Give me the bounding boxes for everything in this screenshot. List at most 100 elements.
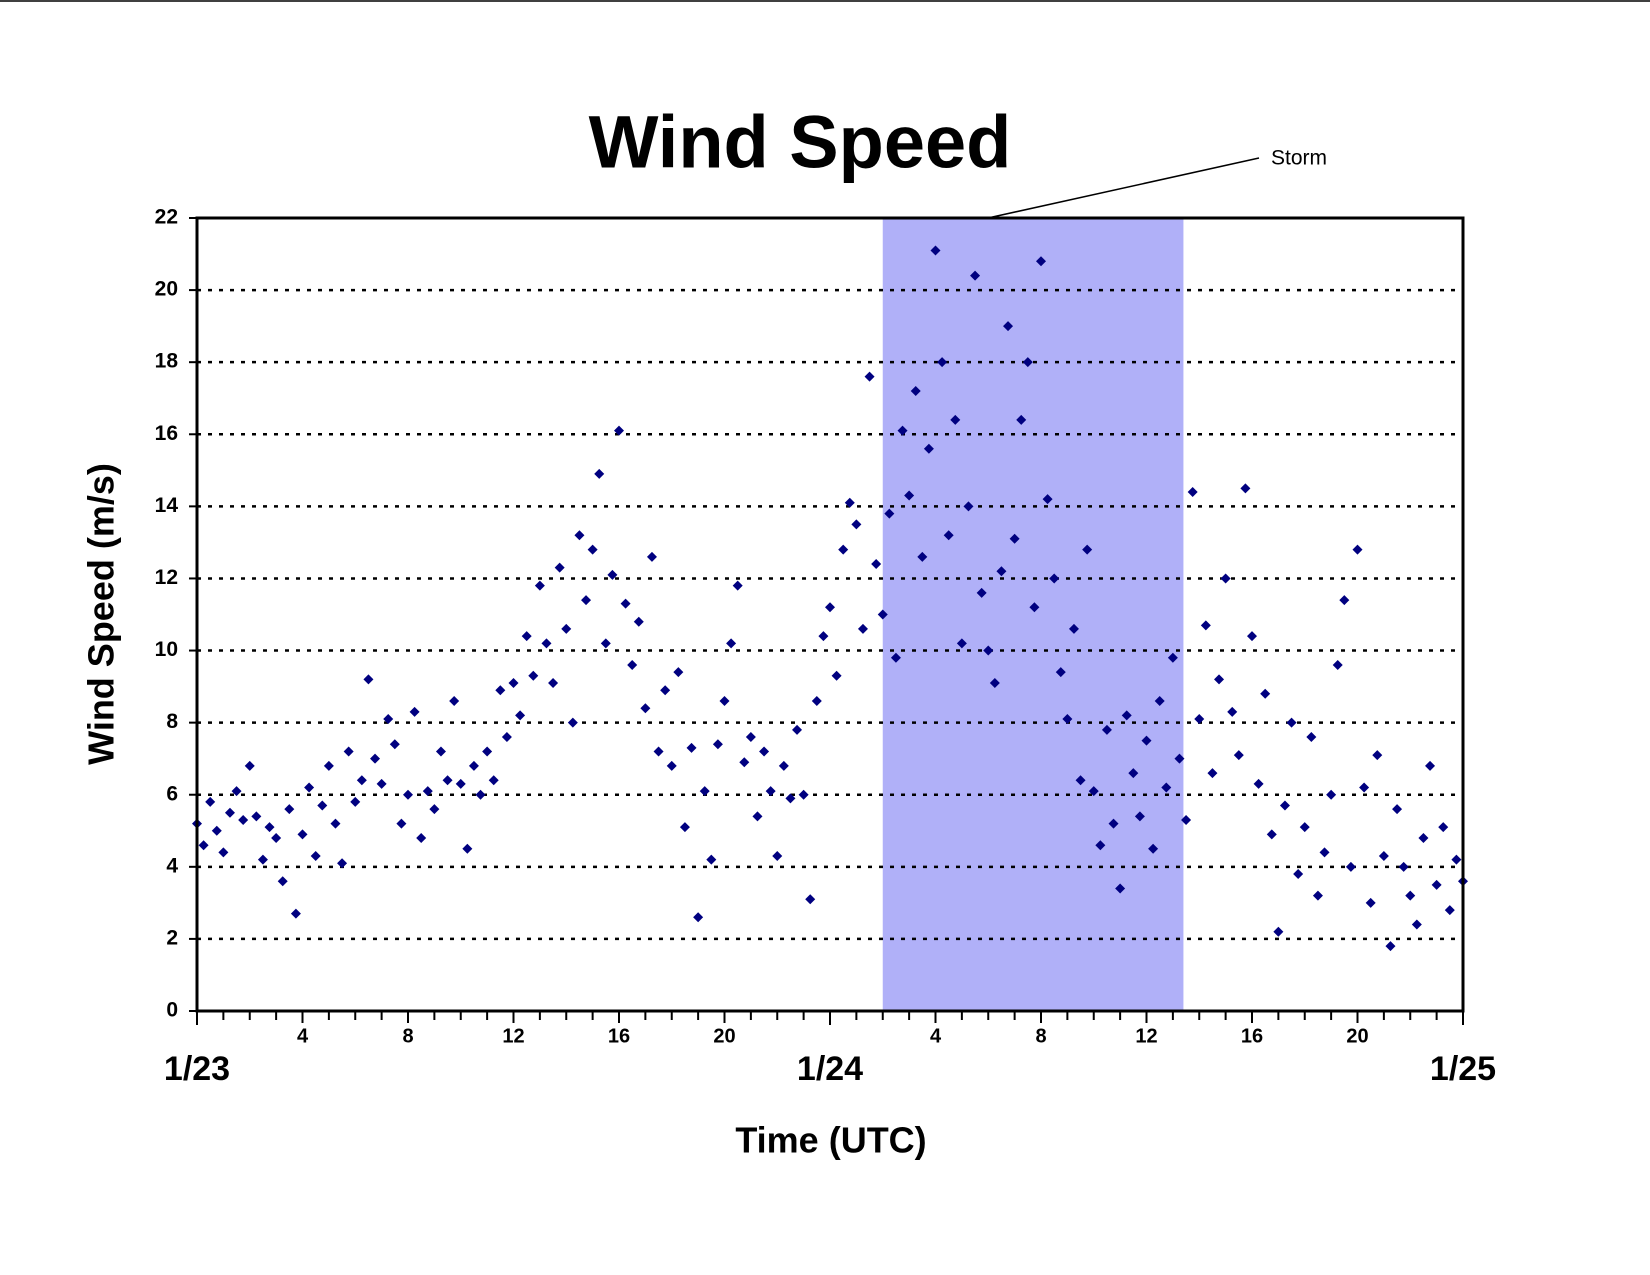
date-label: 1/23 <box>164 1050 230 1088</box>
data-point <box>462 843 473 854</box>
y-tick-label: 8 <box>166 710 178 733</box>
data-point <box>581 595 592 606</box>
data-point <box>910 386 921 397</box>
data-point <box>1029 602 1040 613</box>
data-point <box>1167 652 1178 663</box>
data-point <box>455 778 466 789</box>
data-point <box>930 245 941 256</box>
data-point <box>620 598 631 609</box>
data-point <box>383 714 394 725</box>
data-point <box>1299 822 1310 833</box>
data-point <box>1240 483 1251 494</box>
data-point <box>534 580 545 591</box>
data-point <box>1088 786 1099 797</box>
y-tick-label: 16 <box>155 422 178 445</box>
data-point <box>792 724 803 735</box>
data-point <box>607 569 618 580</box>
date-label: 1/24 <box>797 1050 863 1088</box>
data-point <box>950 414 961 425</box>
data-point <box>1398 861 1409 872</box>
data-point <box>1286 717 1297 728</box>
data-point <box>548 677 559 688</box>
data-point <box>1174 753 1185 764</box>
data-point <box>673 667 684 678</box>
data-point <box>482 746 493 757</box>
data-point <box>1293 869 1304 880</box>
x-axis-title: Time (UTC) <box>735 1120 926 1161</box>
data-point <box>297 829 308 840</box>
data-point <box>759 746 770 757</box>
x-tick-label: 16 <box>608 1025 630 1047</box>
data-point <box>1438 822 1449 833</box>
data-point <box>1154 696 1165 707</box>
data-point <box>251 811 262 822</box>
x-tick-label: 4 <box>297 1025 309 1047</box>
data-point <box>772 851 783 862</box>
data-point <box>350 796 361 807</box>
data-point <box>937 357 948 368</box>
data-point <box>996 566 1007 577</box>
data-point <box>614 425 624 436</box>
data-point <box>1108 818 1119 829</box>
data-point <box>851 519 862 530</box>
data-point <box>666 760 677 771</box>
y-tick-label: 2 <box>166 926 178 949</box>
data-point <box>831 670 842 681</box>
data-point <box>1339 595 1350 606</box>
storm-label: Storm <box>1271 147 1327 170</box>
data-point <box>488 775 499 786</box>
data-point <box>726 638 737 649</box>
y-tick-label: 22 <box>155 206 178 229</box>
data-point <box>943 530 954 541</box>
data-point <box>1411 919 1422 930</box>
data-point <box>1148 843 1159 854</box>
data-point <box>449 696 460 707</box>
data-point <box>627 659 638 670</box>
data-point <box>1207 768 1218 779</box>
data-point <box>1141 735 1152 746</box>
data-point <box>983 645 994 656</box>
x-tick-label: 12 <box>502 1025 524 1047</box>
data-point <box>1312 890 1323 901</box>
data-point <box>541 638 552 649</box>
data-point <box>1128 768 1139 779</box>
data-point <box>1418 832 1429 843</box>
storm-leader <box>987 157 1260 219</box>
data-point <box>574 530 585 541</box>
data-point <box>1101 724 1112 735</box>
data-point <box>337 858 348 869</box>
data-point <box>257 854 268 865</box>
date-label: 1/25 <box>1430 1050 1496 1088</box>
data-point <box>304 782 315 793</box>
data-point <box>1220 573 1231 584</box>
data-point <box>1405 890 1416 901</box>
y-tick-label: 14 <box>155 494 179 517</box>
data-point <box>699 786 710 797</box>
data-point <box>1326 789 1337 800</box>
data-point <box>238 814 249 825</box>
data-point <box>857 623 868 634</box>
data-point <box>1319 847 1330 858</box>
data-point <box>633 616 644 627</box>
data-point <box>646 551 657 562</box>
data-point <box>594 468 605 479</box>
data-point <box>356 775 367 786</box>
data-point <box>963 501 974 512</box>
data-point <box>1260 688 1271 699</box>
data-point <box>884 508 895 519</box>
data-point <box>508 677 519 688</box>
data-point <box>515 710 526 721</box>
data-point <box>871 559 882 570</box>
data-point <box>1214 674 1225 685</box>
data-point <box>1161 782 1172 793</box>
data-point <box>1095 840 1106 851</box>
data-point <box>600 638 611 649</box>
data-point <box>719 696 730 707</box>
data-point <box>640 703 651 714</box>
data-point <box>1247 631 1257 642</box>
storm-band <box>882 218 1184 1011</box>
data-point <box>323 760 334 771</box>
data-point <box>838 544 849 555</box>
data-point <box>343 746 354 757</box>
data-point <box>1003 321 1014 332</box>
